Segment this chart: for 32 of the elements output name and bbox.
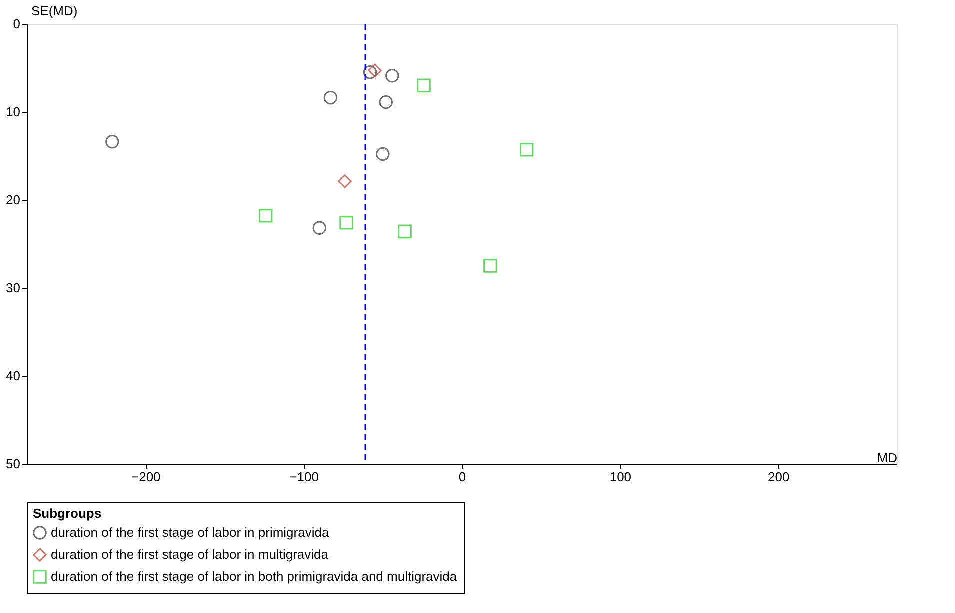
point xyxy=(379,95,393,110)
legend-label: duration of the first stage of labor in multigravida xyxy=(51,547,330,562)
point xyxy=(484,259,498,273)
point xyxy=(258,208,273,223)
y-tick-label: 0 xyxy=(13,16,20,32)
y-tick-label: 40 xyxy=(6,368,20,384)
x-axis-title: MD xyxy=(877,450,898,466)
point xyxy=(386,69,400,83)
point xyxy=(338,174,352,188)
y-tick-label: 10 xyxy=(6,104,20,120)
x-tick-label: 200 xyxy=(768,470,790,484)
legend-label: duration of the first stage of labor in primigravida xyxy=(51,525,330,540)
point xyxy=(376,147,390,162)
point xyxy=(417,78,431,92)
x-tick-label: −200 xyxy=(131,470,161,484)
y-tick-label: 30 xyxy=(6,280,20,296)
x-tick-label: 0 xyxy=(458,470,466,484)
x-tick-label: −100 xyxy=(290,470,319,484)
point xyxy=(363,66,378,80)
point xyxy=(520,142,534,157)
x-tick-label: 100 xyxy=(610,470,632,484)
point xyxy=(312,221,327,236)
y-axis-title: SE(MD) xyxy=(32,4,78,18)
y-tick-label: 50 xyxy=(6,456,20,472)
point xyxy=(368,64,382,78)
point xyxy=(340,216,354,230)
y-tick-label: 20 xyxy=(6,192,20,208)
legend-title: Subgroups xyxy=(33,506,102,521)
point xyxy=(106,135,120,149)
point xyxy=(398,224,412,239)
point xyxy=(324,91,338,105)
legend-label: duration of the first stage of labor in both primigravida and multigravida xyxy=(51,569,458,584)
